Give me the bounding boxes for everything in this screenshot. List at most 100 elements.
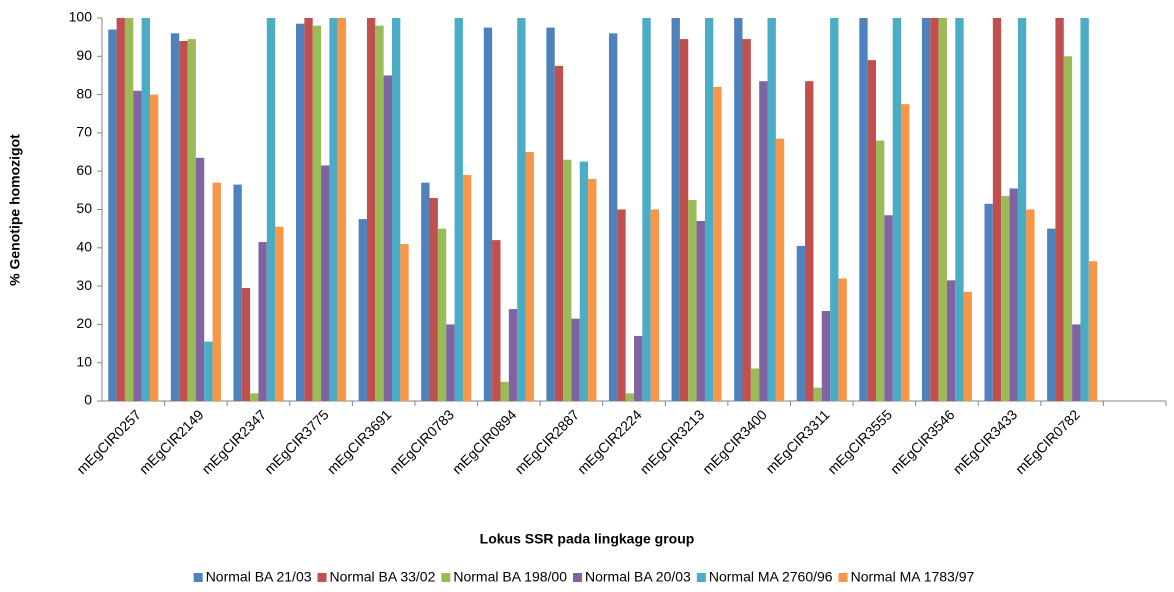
bar	[170, 33, 180, 401]
bar	[713, 86, 722, 401]
x-tick-label: mEgCIR3433	[950, 406, 1021, 477]
bar	[571, 318, 580, 401]
bar	[383, 75, 392, 401]
bar	[321, 165, 330, 401]
bar	[454, 18, 463, 401]
bar	[329, 18, 338, 401]
bar	[1063, 56, 1073, 402]
bar	[884, 215, 893, 401]
bar	[429, 198, 438, 401]
bar	[921, 18, 931, 401]
bar	[212, 182, 221, 401]
bar	[1047, 228, 1056, 401]
x-tick-label: mEgCIR2347	[198, 406, 269, 477]
bar	[187, 39, 196, 401]
bar	[1017, 18, 1027, 401]
bar	[617, 209, 626, 401]
bar	[588, 178, 597, 401]
bar	[149, 94, 159, 401]
bar	[275, 226, 284, 401]
bar	[742, 39, 751, 401]
bar	[1001, 196, 1010, 401]
bar	[400, 243, 409, 401]
bar	[391, 18, 401, 401]
legend-label: Normal BA 21/03	[206, 569, 312, 585]
bar	[446, 324, 455, 401]
bar	[821, 310, 831, 401]
bar	[296, 23, 305, 402]
bar	[241, 288, 251, 401]
bar	[517, 18, 526, 401]
bar	[734, 18, 743, 401]
x-tick-label: mEgCIR2149	[136, 406, 207, 477]
y-tick-label: 70	[76, 124, 92, 140]
bar	[963, 291, 972, 401]
legend-label: Normal MA 2760/96	[709, 569, 833, 585]
bar	[554, 65, 564, 401]
x-tick-label: mEgCIR0782	[1012, 406, 1083, 477]
x-tick-label: mEgCIR3775	[261, 406, 332, 477]
bar	[642, 18, 651, 401]
bar	[375, 25, 384, 401]
bar	[421, 182, 430, 401]
legend-label: Normal BA 198/00	[453, 569, 567, 585]
legend-swatch	[573, 573, 582, 582]
bar	[838, 278, 847, 401]
bar	[337, 18, 347, 401]
bar	[304, 18, 313, 401]
bar	[1080, 18, 1089, 401]
bar	[266, 18, 276, 401]
bar	[179, 40, 188, 401]
y-tick-label: 60	[76, 162, 92, 178]
bar	[775, 138, 785, 401]
bar	[859, 18, 868, 401]
bar	[525, 152, 534, 401]
bar	[124, 18, 134, 401]
bar	[704, 18, 714, 401]
bar	[1088, 261, 1098, 401]
x-tick-label: mEgCIR0783	[386, 406, 457, 477]
bar	[750, 368, 760, 401]
x-tick-label: mEgCIR3555	[824, 406, 895, 477]
bar	[366, 18, 376, 401]
bar	[1072, 324, 1081, 401]
y-tick-label: 100	[69, 9, 93, 25]
bar	[892, 18, 902, 401]
bar	[608, 33, 618, 401]
y-tick-label: 20	[76, 315, 92, 331]
bar	[867, 60, 877, 401]
x-tick-label: mEgCIR3213	[637, 406, 708, 477]
bar	[546, 27, 555, 401]
x-tick-label: mEgCIR3311	[762, 406, 832, 476]
legend-swatch	[317, 573, 327, 582]
bar	[955, 18, 964, 401]
bar	[108, 29, 117, 402]
y-tick-label: 50	[76, 200, 92, 216]
bar	[1009, 188, 1018, 401]
bar	[938, 18, 947, 401]
bar	[650, 209, 660, 401]
bar	[258, 242, 267, 401]
bar	[830, 18, 839, 401]
bar	[563, 159, 572, 401]
legend-swatch	[193, 573, 203, 582]
bar	[634, 335, 643, 401]
bar	[984, 203, 993, 401]
bar	[437, 228, 447, 401]
bar	[141, 18, 150, 401]
bar	[195, 157, 205, 401]
bar	[696, 220, 705, 401]
bar	[679, 39, 689, 401]
x-tick-label: mEgCIR3546	[887, 406, 958, 477]
y-tick-label: 30	[76, 277, 92, 293]
legend-label: Normal BA 20/03	[585, 569, 691, 585]
y-tick-label: 40	[76, 239, 92, 255]
bar	[759, 81, 768, 401]
bar	[805, 81, 814, 401]
bar	[1026, 209, 1035, 401]
bar	[508, 309, 518, 401]
y-tick-label: 80	[76, 85, 92, 101]
y-tick-label: 10	[76, 353, 92, 369]
x-axis-title: Lokus SSR pada lingkage group	[480, 531, 695, 547]
bar	[500, 381, 509, 401]
